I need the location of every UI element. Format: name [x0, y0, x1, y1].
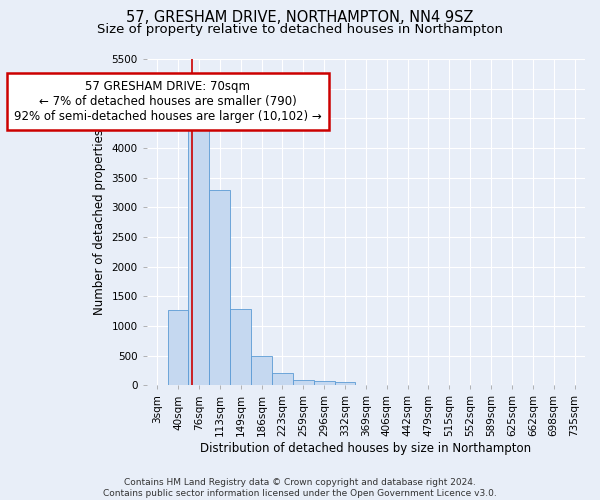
- Bar: [251, 356, 272, 386]
- Bar: [209, 190, 230, 386]
- Bar: [293, 380, 314, 386]
- Bar: [314, 381, 335, 386]
- Bar: [188, 128, 209, 386]
- Y-axis label: Number of detached properties: Number of detached properties: [93, 129, 106, 315]
- X-axis label: Distribution of detached houses by size in Northampton: Distribution of detached houses by size …: [200, 442, 532, 455]
- Text: 57, GRESHAM DRIVE, NORTHAMPTON, NN4 9SZ: 57, GRESHAM DRIVE, NORTHAMPTON, NN4 9SZ: [126, 10, 474, 25]
- Bar: [167, 310, 188, 386]
- Text: Size of property relative to detached houses in Northampton: Size of property relative to detached ho…: [97, 22, 503, 36]
- Bar: [335, 382, 355, 386]
- Text: 57 GRESHAM DRIVE: 70sqm
← 7% of detached houses are smaller (790)
92% of semi-de: 57 GRESHAM DRIVE: 70sqm ← 7% of detached…: [14, 80, 322, 123]
- Bar: [272, 372, 293, 386]
- Text: Contains HM Land Registry data © Crown copyright and database right 2024.
Contai: Contains HM Land Registry data © Crown c…: [103, 478, 497, 498]
- Bar: [230, 310, 251, 386]
